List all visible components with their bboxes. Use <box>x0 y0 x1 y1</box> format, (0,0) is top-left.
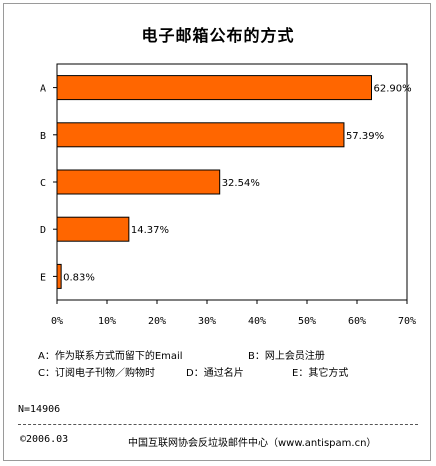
bar-value-label: 14.37% <box>131 225 169 236</box>
x-tick-label: 0% <box>51 316 63 327</box>
x-tick-label: 70% <box>398 316 416 327</box>
x-tick-label: 10% <box>98 316 116 327</box>
bar-value-label: 32.54% <box>222 178 260 189</box>
legend-item-d: D：通过名片 <box>186 368 244 379</box>
category-label: C <box>40 178 46 189</box>
category-label: B <box>40 131 46 142</box>
copyright: ©2006.03 <box>20 434 69 445</box>
footer-divider <box>18 424 418 425</box>
category-label: A <box>40 84 46 95</box>
x-tick-label: 50% <box>298 316 316 327</box>
bar <box>56 263 62 289</box>
bar <box>56 122 345 148</box>
bar <box>56 216 130 242</box>
source-organization: 中国互联网协会反垃圾邮件中心（www.antispam.cn） <box>128 438 377 449</box>
bar-value-label: 62.90% <box>374 84 412 95</box>
legend-item-c: C：订阅电子刊物／购物时 <box>38 368 155 379</box>
bar-value-label: 57.39% <box>346 131 384 142</box>
x-tick-label: 40% <box>248 316 266 327</box>
legend-item-e: E：其它方式 <box>292 368 349 379</box>
bar-value-label: 0.83% <box>63 272 95 283</box>
x-tick-label: 60% <box>348 316 366 327</box>
sample-size: N=14906 <box>18 404 61 415</box>
category-label: D <box>40 225 46 236</box>
bar <box>56 75 372 101</box>
chart-title: 电子邮箱公布的方式 <box>141 26 295 45</box>
x-tick-label: 30% <box>198 316 216 327</box>
legend-item-b: B：网上会员注册 <box>248 351 325 362</box>
x-tick-label: 20% <box>148 316 166 327</box>
category-label: E <box>40 272 46 283</box>
bar <box>56 169 221 195</box>
legend-item-a: A：作为联系方式而留下的Email <box>38 351 183 362</box>
chart-frame <box>3 3 431 461</box>
